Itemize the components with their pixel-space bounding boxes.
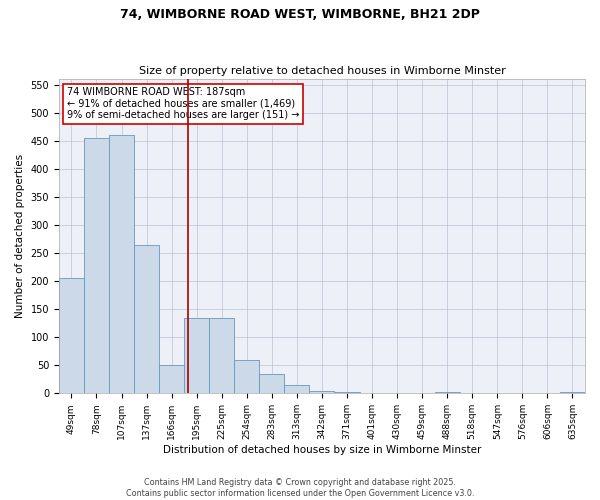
- Bar: [184, 318, 209, 394]
- Bar: [209, 318, 234, 394]
- Bar: [310, 390, 334, 394]
- Bar: [284, 385, 310, 394]
- Y-axis label: Number of detached properties: Number of detached properties: [15, 154, 25, 318]
- Bar: [109, 135, 134, 394]
- Bar: [434, 392, 460, 394]
- Text: 74, WIMBORNE ROAD WEST, WIMBORNE, BH21 2DP: 74, WIMBORNE ROAD WEST, WIMBORNE, BH21 2…: [120, 8, 480, 20]
- Bar: [560, 392, 585, 394]
- Bar: [134, 244, 159, 394]
- Text: 74 WIMBORNE ROAD WEST: 187sqm
← 91% of detached houses are smaller (1,469)
9% of: 74 WIMBORNE ROAD WEST: 187sqm ← 91% of d…: [67, 87, 299, 120]
- Bar: [234, 360, 259, 394]
- Text: Contains HM Land Registry data © Crown copyright and database right 2025.
Contai: Contains HM Land Registry data © Crown c…: [126, 478, 474, 498]
- Bar: [159, 366, 184, 394]
- Bar: [334, 392, 359, 394]
- Bar: [84, 138, 109, 394]
- Bar: [59, 278, 84, 394]
- Bar: [259, 374, 284, 394]
- X-axis label: Distribution of detached houses by size in Wimborne Minster: Distribution of detached houses by size …: [163, 445, 481, 455]
- Title: Size of property relative to detached houses in Wimborne Minster: Size of property relative to detached ho…: [139, 66, 505, 76]
